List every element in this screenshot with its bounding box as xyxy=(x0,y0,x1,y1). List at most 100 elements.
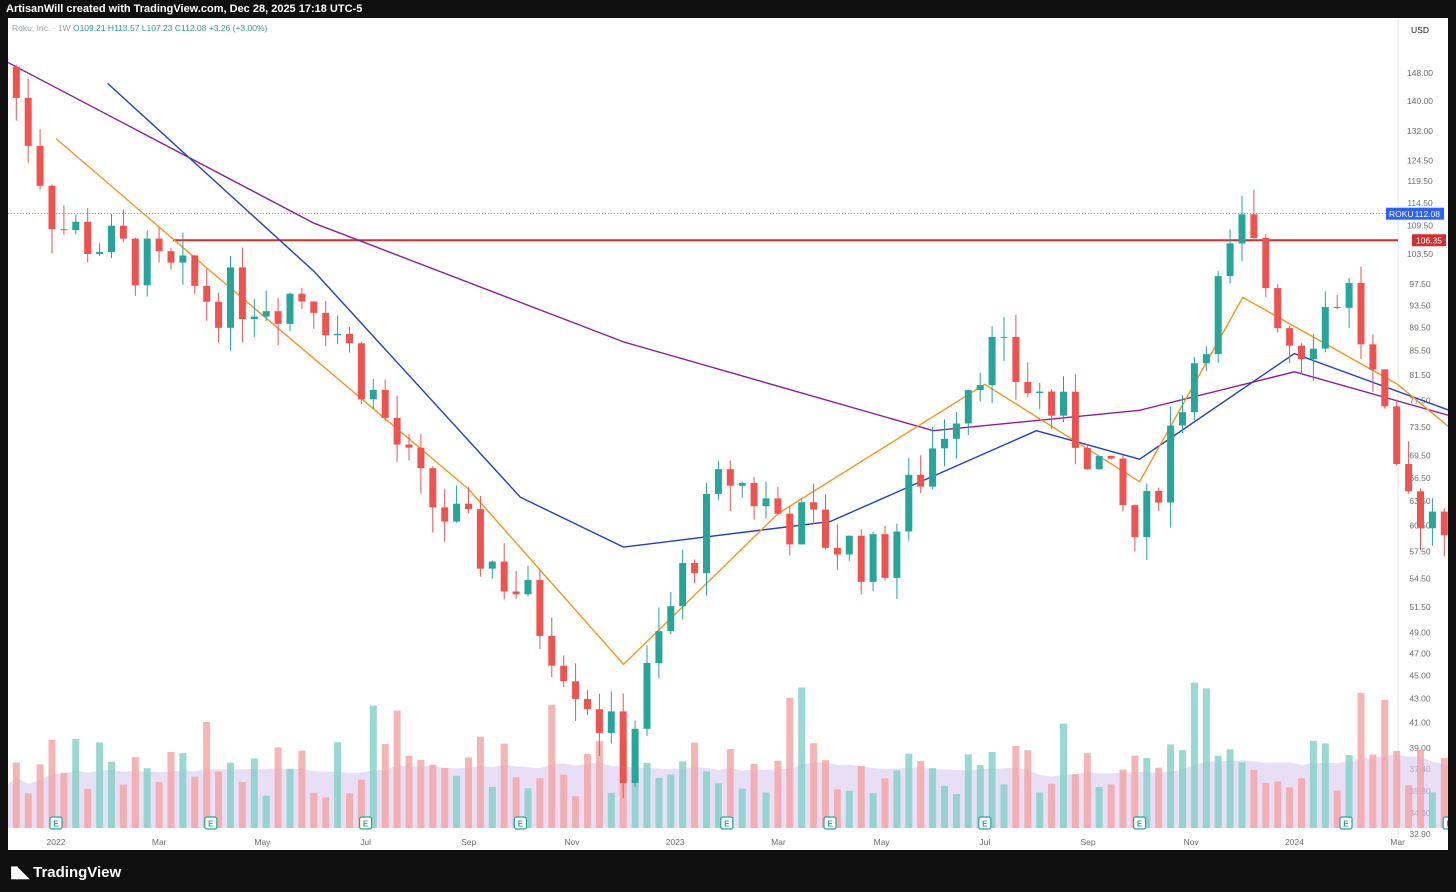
candle-body xyxy=(810,502,818,510)
volume-bar xyxy=(1048,783,1056,828)
volume-bar xyxy=(869,793,877,828)
candle-body xyxy=(667,606,675,632)
candle-body xyxy=(1083,447,1091,470)
volume-bar xyxy=(1167,744,1175,828)
candle-body xyxy=(1107,455,1115,459)
candle-body xyxy=(798,502,806,545)
ema-fast-line xyxy=(55,138,1448,666)
earnings-badge-letter: E xyxy=(982,820,988,829)
earnings-badge-letter: E xyxy=(827,820,833,829)
candle-body xyxy=(822,509,829,548)
candle-body xyxy=(286,293,294,324)
earnings-badge-letter: E xyxy=(1137,820,1143,829)
candle-body xyxy=(48,185,56,230)
volume-bar xyxy=(1417,749,1424,828)
volume-bar xyxy=(48,739,56,828)
volume-bar xyxy=(96,742,104,828)
level-price-tag-bg xyxy=(1412,234,1446,247)
volume-bar xyxy=(72,738,80,828)
volume-bar xyxy=(1155,767,1163,828)
candle-body xyxy=(738,483,746,486)
y-tick-label: 32.90 xyxy=(1409,829,1431,839)
attribution-text: ArtisanWill created with TradingView.com… xyxy=(6,3,363,15)
volume-bar xyxy=(167,752,175,828)
candle-body xyxy=(1119,458,1127,506)
volume-bar xyxy=(1369,754,1377,828)
volume-bar xyxy=(405,755,413,828)
earnings-badge-letter: E xyxy=(1343,820,1349,829)
earnings-marker: E xyxy=(1132,816,1147,830)
volume-bar xyxy=(24,793,32,828)
volume-bar xyxy=(1226,749,1234,828)
volume-bar xyxy=(857,766,865,828)
candle-body xyxy=(1381,369,1389,407)
y-tick-label: 69.50 xyxy=(1409,451,1431,461)
candle-body xyxy=(655,631,663,663)
candle-body xyxy=(1143,490,1151,538)
volume-bar xyxy=(667,774,675,828)
y-tick-label: 103.50 xyxy=(1407,249,1433,259)
volume-bar xyxy=(917,761,925,828)
candle-body xyxy=(893,531,901,578)
candle-body xyxy=(298,293,306,302)
chart-panel[interactable]: Roku, Inc. · 1W O109.21 H113.57 L107.23 … xyxy=(8,18,1448,850)
earnings-badge-box xyxy=(1339,816,1353,830)
candle-body xyxy=(1190,363,1198,413)
x-tick-label: Jul xyxy=(979,837,990,847)
volume-bar xyxy=(274,747,282,828)
volume-bar xyxy=(524,788,532,828)
volume-bar xyxy=(346,793,353,828)
volume-bar xyxy=(1357,692,1365,828)
candle-body xyxy=(1060,391,1067,416)
volume-bar xyxy=(1298,778,1305,828)
candle-body xyxy=(1357,282,1365,345)
volume-bar xyxy=(262,795,270,828)
volume-bar xyxy=(774,760,782,828)
candle-body xyxy=(774,498,782,514)
volume-bar xyxy=(810,743,818,828)
candle-body xyxy=(441,507,449,522)
volume-bar xyxy=(1381,699,1389,828)
candle-body xyxy=(1321,307,1329,349)
candle-body xyxy=(1012,336,1020,383)
y-tick-label: 119.50 xyxy=(1407,176,1433,186)
volume-bar xyxy=(750,763,758,828)
volume-bar xyxy=(488,786,496,828)
candle-body xyxy=(1179,412,1186,426)
candle-body xyxy=(453,503,461,522)
volume-bar xyxy=(976,765,984,828)
tradingview-brand[interactable]: ▮◣ TradingView xyxy=(10,862,121,882)
volume-bar xyxy=(36,764,44,828)
volume-bar xyxy=(881,778,889,828)
volume-bar xyxy=(1000,784,1008,828)
y-tick-label: 109.50 xyxy=(1407,220,1433,230)
volume-bar xyxy=(560,774,568,828)
candle-body xyxy=(1167,425,1175,503)
candle-body xyxy=(1238,214,1246,244)
candle-body xyxy=(512,591,520,595)
symbol-legend: Roku, Inc. · 1W O109.21 H113.57 L107.23 … xyxy=(12,23,267,33)
roku-price-tag-value: 112.08 xyxy=(1415,209,1441,219)
candle-body xyxy=(179,255,187,263)
candle-body xyxy=(1298,345,1305,360)
candle-body xyxy=(584,698,591,710)
candle-body xyxy=(215,301,223,328)
volume-bar xyxy=(357,779,365,828)
volume-bar xyxy=(131,757,139,828)
candle-body xyxy=(1405,464,1413,492)
candle-body xyxy=(929,448,937,487)
volume-bar xyxy=(286,768,294,828)
earnings-badge-letter: E xyxy=(724,820,730,829)
volume-bar xyxy=(1190,682,1198,828)
candle-body xyxy=(988,336,996,386)
volume-bar xyxy=(215,771,223,828)
candle-body xyxy=(1000,336,1008,338)
candle-body xyxy=(619,711,627,784)
volume-bar xyxy=(714,783,722,828)
candle-body xyxy=(227,267,234,328)
price-chart[interactable]: USD148.00140.00132.00124.50119.50114.501… xyxy=(8,18,1448,850)
candle-body xyxy=(357,343,365,400)
earnings-badge-box xyxy=(204,816,218,830)
y-tick-label: 57.50 xyxy=(1409,546,1431,556)
volume-bar xyxy=(1060,723,1067,828)
